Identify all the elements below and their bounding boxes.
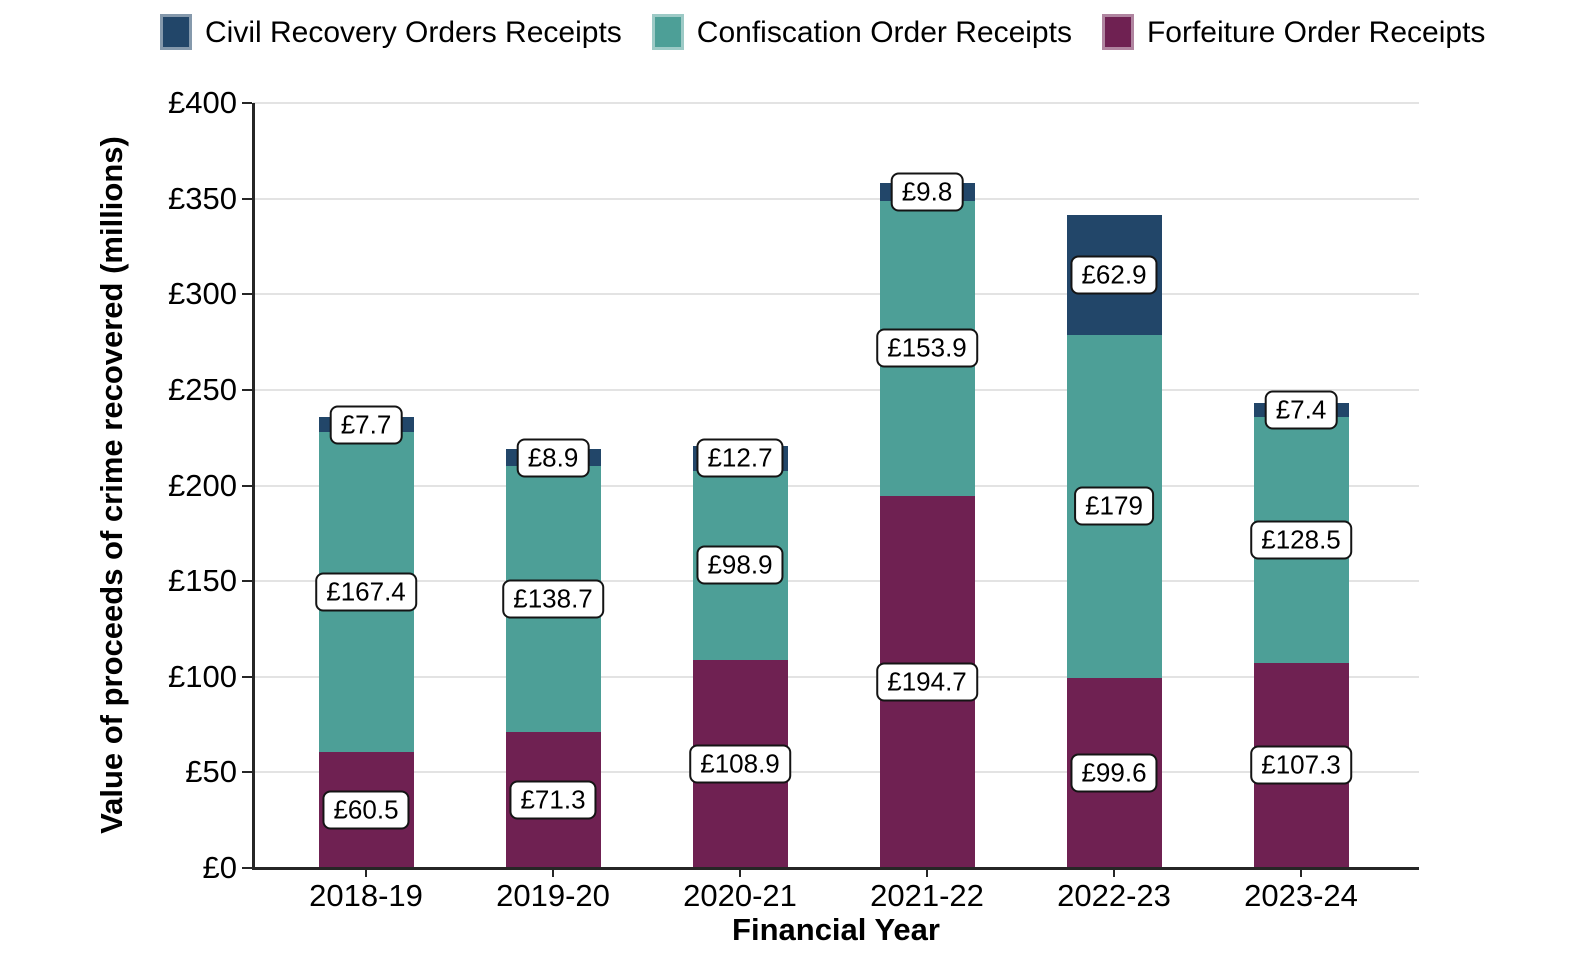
- x-tick-label: 2023-24: [1244, 878, 1358, 913]
- y-tick-mark: [242, 771, 252, 774]
- y-tick-mark: [242, 580, 252, 583]
- bar-value-label: £153.9: [876, 328, 978, 368]
- y-tick-mark: [242, 102, 252, 104]
- x-tick-label: 2022-23: [1057, 878, 1171, 913]
- y-axis-title: Value of proceeds of crime recovered (mi…: [94, 136, 129, 834]
- bar-value-label: £9.8: [890, 172, 964, 212]
- bar-value-label: £194.7: [876, 662, 978, 702]
- bar-value-label: £60.5: [322, 790, 410, 830]
- legend-item-forfeiture: Forfeiture Order Receipts: [1101, 14, 1486, 50]
- legend-swatch-confiscation-icon: [651, 14, 684, 50]
- x-tick-mark: [552, 868, 554, 877]
- gridline: [253, 102, 1419, 104]
- x-tick-mark: [1113, 868, 1115, 877]
- bar-value-label: £128.5: [1250, 520, 1352, 560]
- bar-value-label: £62.9: [1070, 255, 1158, 295]
- x-tick-mark: [739, 868, 741, 877]
- bar-value-label: £7.7: [329, 405, 403, 445]
- y-tick-mark: [242, 867, 252, 869]
- bar-value-label: £167.4: [315, 572, 417, 612]
- x-tick-label: 2018-19: [309, 878, 423, 913]
- bar-value-label: £7.4: [1264, 390, 1338, 430]
- x-axis-title: Financial Year: [732, 912, 940, 947]
- y-tick-label: £400: [168, 85, 237, 120]
- y-tick-label: £0: [202, 850, 237, 885]
- y-tick-label: £300: [168, 276, 237, 312]
- x-tick-mark: [365, 868, 367, 877]
- legend-label-civil-recovery: Civil Recovery Orders Receipts: [205, 15, 622, 49]
- chart-legend: Civil Recovery Orders Receipts Confiscat…: [160, 14, 1485, 50]
- bar-value-label: £138.7: [502, 579, 604, 619]
- bar-value-label: £98.9: [696, 545, 784, 585]
- x-tick-label: 2019-20: [496, 878, 610, 913]
- y-tick-label: £50: [185, 754, 237, 790]
- x-tick-label: 2020-21: [683, 878, 797, 913]
- x-axis-line: [252, 867, 1419, 870]
- bar-value-label: £8.9: [516, 438, 590, 478]
- legend-item-civil-recovery: Civil Recovery Orders Receipts: [160, 14, 622, 50]
- gridline: [253, 580, 1419, 583]
- gridline: [253, 388, 1419, 391]
- legend-item-confiscation: Confiscation Order Receipts: [651, 14, 1072, 50]
- y-tick-label: £100: [168, 658, 237, 694]
- gridline: [253, 675, 1419, 678]
- x-tick-mark: [1300, 868, 1302, 877]
- y-tick-label: £250: [168, 371, 237, 407]
- legend-label-confiscation: Confiscation Order Receipts: [696, 15, 1072, 49]
- bar-value-label: £107.3: [1250, 745, 1352, 785]
- gridline: [253, 293, 1419, 296]
- y-tick-mark: [242, 675, 252, 678]
- y-tick-label: £200: [168, 467, 237, 503]
- bar-value-label: £12.7: [696, 438, 784, 478]
- gridline: [253, 197, 1419, 200]
- legend-swatch-forfeiture-icon: [1101, 14, 1134, 50]
- bar-value-label: £108.9: [689, 744, 791, 784]
- bar-value-label: £71.3: [509, 780, 597, 820]
- bar-value-label: £99.6: [1070, 753, 1158, 793]
- y-axis-line: [252, 103, 255, 868]
- y-tick-mark: [242, 484, 252, 487]
- y-tick-mark: [242, 197, 252, 200]
- y-tick-label: £350: [168, 180, 237, 216]
- bar-value-label: £179: [1074, 486, 1154, 526]
- legend-swatch-civil-recovery-icon: [160, 14, 192, 50]
- x-tick-mark: [926, 868, 928, 877]
- y-tick-label: £150: [168, 563, 237, 599]
- y-tick-mark: [242, 388, 252, 391]
- legend-label-forfeiture: Forfeiture Order Receipts: [1146, 15, 1486, 49]
- y-tick-mark: [242, 293, 252, 296]
- gridline: [253, 771, 1419, 774]
- x-tick-label: 2021-22: [870, 878, 984, 913]
- gridline: [253, 484, 1419, 487]
